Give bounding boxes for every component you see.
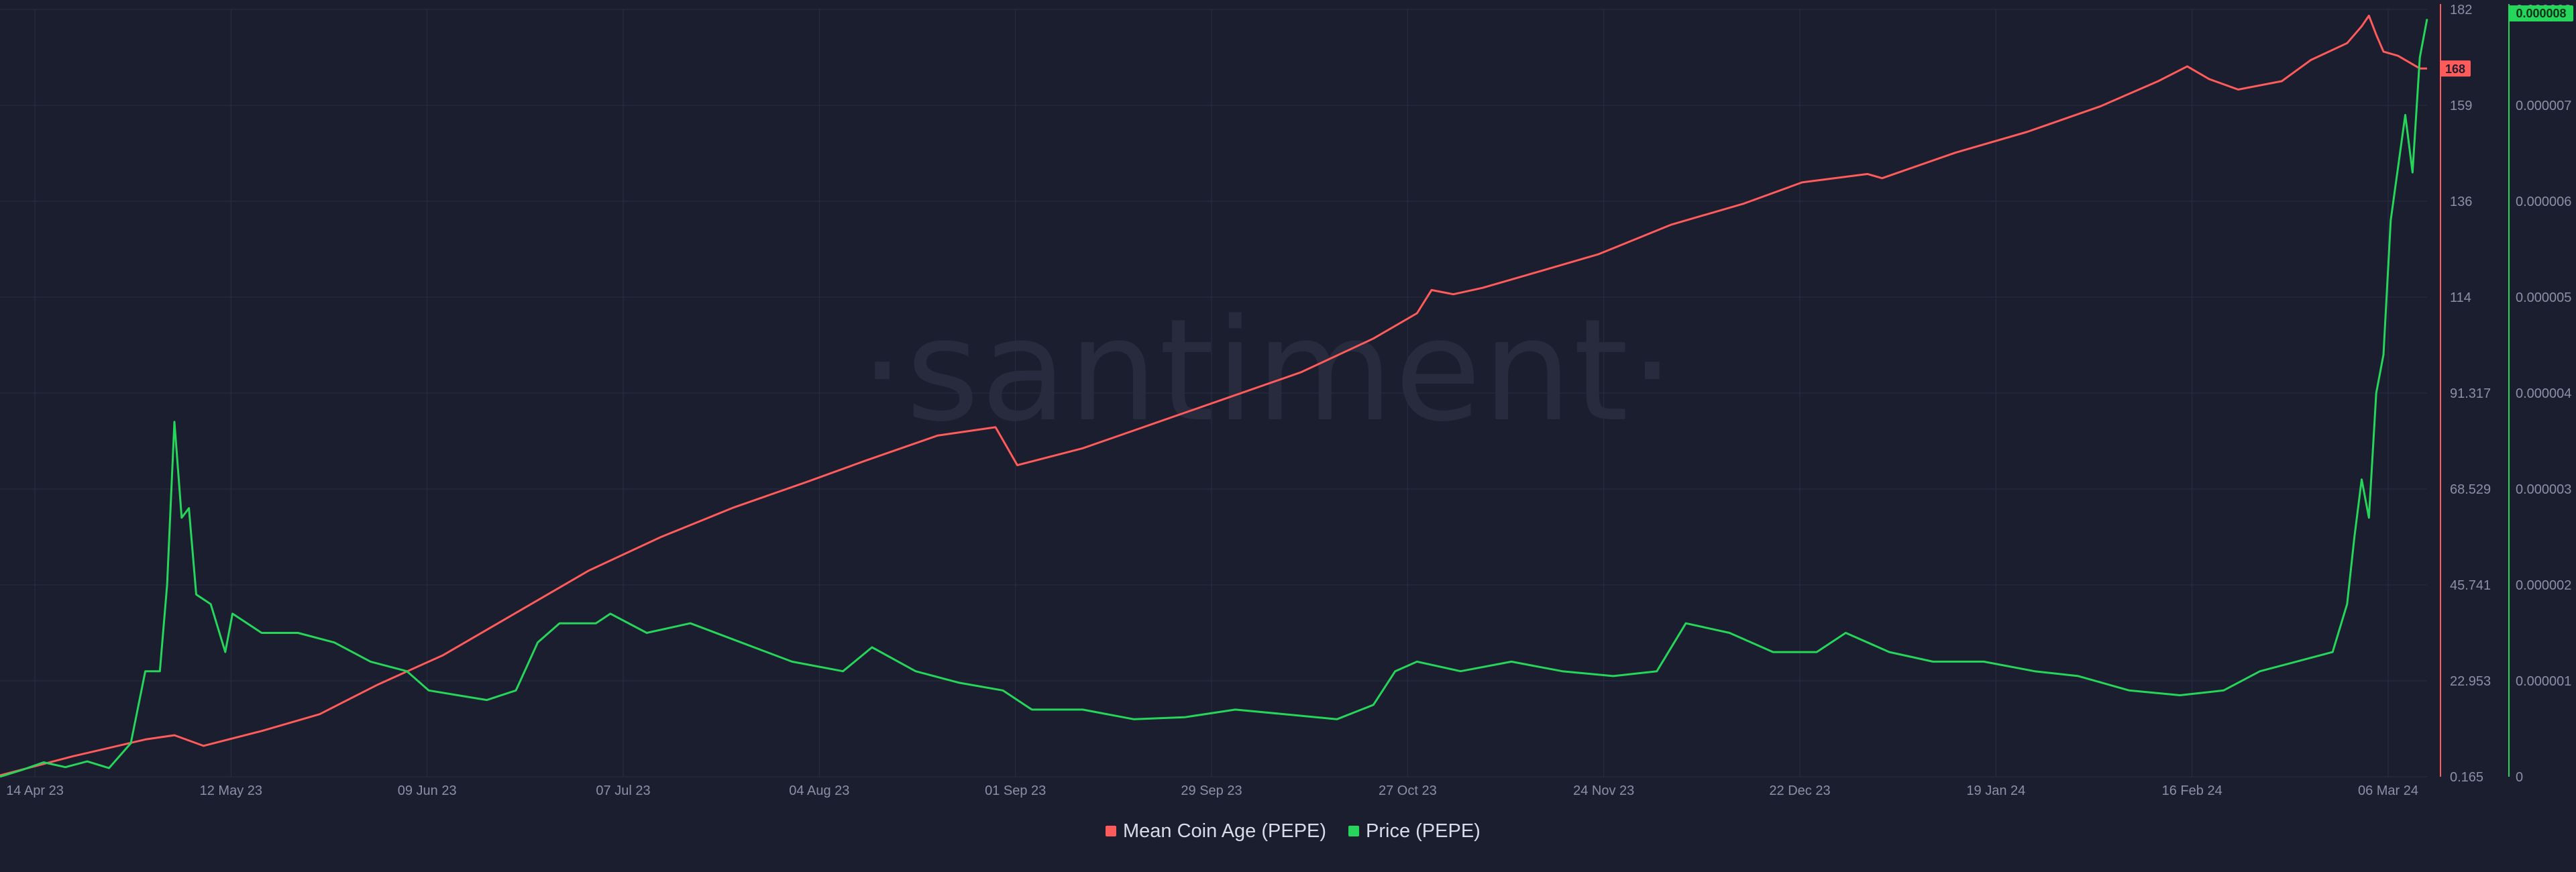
x-axis-tick-label: 12 May 23 (200, 783, 262, 798)
x-axis-tick-label: 09 Jun 23 (398, 783, 457, 798)
right-axis-tick-label: 0.000005 (2516, 290, 2571, 305)
x-axis-tick-label: 07 Jul 23 (596, 783, 650, 798)
legend-item-mean-coin-age[interactable]: Mean Coin Age (PEPE) (1106, 820, 1326, 842)
right-axis-tick-label: 0.000004 (2516, 386, 2571, 401)
left-axis-tick-label: 182 (2450, 3, 2472, 17)
right-axis-tick-label: 0.000002 (2516, 578, 2571, 593)
x-axis-tick-label: 22 Dec 23 (1769, 783, 1830, 798)
x-axis-tick-label: 16 Feb 24 (2162, 783, 2222, 798)
right-current-value-badge (2509, 5, 2573, 21)
x-axis-tick-label: 29 Sep 23 (1181, 783, 1242, 798)
right-axis-tick-label: 0.000003 (2516, 482, 2571, 497)
left-axis-tick-label: 22.953 (2450, 674, 2491, 689)
legend-swatch (1106, 826, 1116, 836)
x-axis-tick-label: 19 Jan 24 (1966, 783, 2025, 798)
x-axis-tick-label: 27 Oct 23 (1379, 783, 1437, 798)
legend-label: Price (PEPE) (1366, 820, 1481, 842)
legend-label: Mean Coin Age (PEPE) (1123, 820, 1326, 842)
right-axis-tick-label: 0 (2516, 770, 2523, 785)
left-axis-tick-label: 45.741 (2450, 578, 2491, 593)
grid-layer (0, 9, 2427, 777)
x-axis-tick-label: 04 Aug 23 (789, 783, 849, 798)
left-axis-tick-label: 91.317 (2450, 386, 2491, 401)
x-axis-tick-label: 14 Apr 23 (6, 783, 64, 798)
left-current-value-badge (2440, 60, 2471, 77)
left-axis-tick-label: 0.165 (2450, 770, 2483, 785)
price-line (0, 19, 2428, 778)
left-axis-tick-label: 114 (2450, 290, 2471, 305)
series-layer (0, 14, 2428, 778)
x-axis-tick-label: 06 Mar 24 (2358, 783, 2418, 798)
right-axis-tick-label: 0.000007 (2516, 99, 2571, 113)
x-axis-tick-label: 24 Nov 23 (1573, 783, 1634, 798)
axis-layer: 182 159 136 114 91.317 68.529 45.741 22.953 0.16… (6, 3, 2573, 798)
left-axis-tick-label: 159 (2450, 99, 2472, 113)
left-current-value-label: 168 (2445, 62, 2465, 76)
right-current-value-label: 0.000008 (2516, 7, 2566, 20)
legend-item-price[interactable]: Price (PEPE) (1348, 820, 1481, 842)
x-axis-tick-label: 01 Sep 23 (985, 783, 1046, 798)
mean-coin-age-line (0, 14, 2427, 777)
right-axis-tick-label: 0.000001 (2516, 674, 2571, 689)
right-axis-tick-label: 0.000006 (2516, 195, 2571, 209)
legend-swatch (1348, 826, 1359, 836)
watermark: ·santiment· (860, 288, 1676, 453)
legend: Mean Coin Age (PEPE) Price (PEPE) (1106, 820, 1481, 842)
left-axis-tick-label: 68.529 (2450, 482, 2491, 497)
left-axis-tick-label: 136 (2450, 195, 2472, 209)
